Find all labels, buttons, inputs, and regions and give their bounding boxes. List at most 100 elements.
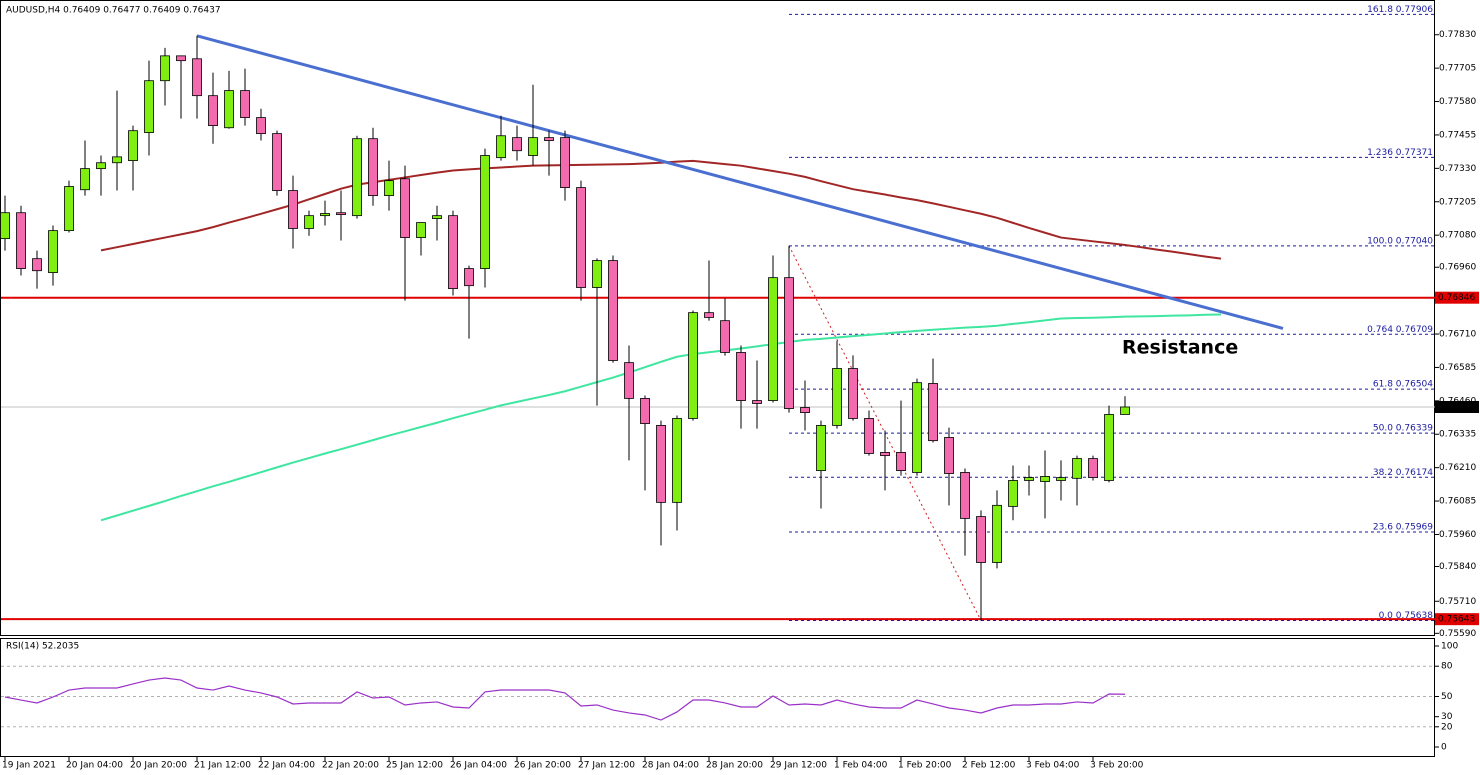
moving-average xyxy=(100,159,1222,260)
candle-body xyxy=(944,437,954,474)
price-label-box xyxy=(1435,400,1479,413)
x-tick-label: 28 Jan 04:00 xyxy=(642,761,699,771)
x-tick-label: 27 Jan 12:00 xyxy=(578,761,635,771)
candle-body xyxy=(672,418,682,503)
candle-body xyxy=(560,137,570,188)
candle-body xyxy=(912,382,922,473)
candle-body xyxy=(768,277,778,401)
candle-body xyxy=(256,117,266,135)
candle-body xyxy=(752,400,762,404)
candle-body xyxy=(384,180,394,197)
fib-label: 0.764 0.76709 xyxy=(1367,325,1433,335)
candle-body xyxy=(160,55,170,82)
rsi-line xyxy=(4,677,1126,721)
x-tick-label: 29 Jan 12:00 xyxy=(770,761,827,771)
candle-body xyxy=(784,277,794,409)
fib-label: 161.8 0.77906 xyxy=(1367,5,1433,15)
candle-body xyxy=(192,58,202,97)
fib-label: 23.6 0.75969 xyxy=(1373,523,1433,533)
x-tick-label: 22 Jan 04:00 xyxy=(258,761,315,771)
x-tick-label: 20 Jan 20:00 xyxy=(130,761,187,771)
candle-body xyxy=(80,168,90,191)
candle-body xyxy=(720,320,730,353)
y-tick-label: 0.77705 xyxy=(1439,64,1476,74)
candle-body xyxy=(96,162,106,170)
y-tick-label: 0.76210 xyxy=(1439,463,1476,473)
candle-body xyxy=(480,155,490,269)
fib-label: 100.0 0.77040 xyxy=(1367,236,1433,246)
x-tick-label: 2 Feb 12:00 xyxy=(962,761,1016,771)
moving-average xyxy=(100,313,1222,522)
x-tick-label: 20 Jan 04:00 xyxy=(66,761,123,771)
x-tick-label: 26 Jan 04:00 xyxy=(450,761,507,771)
fib-label: 38.2 0.76174 xyxy=(1373,468,1433,478)
x-tick-label: 3 Feb 20:00 xyxy=(1090,761,1144,771)
level-label: 0.76846 xyxy=(1438,293,1475,303)
y-tick-label: 0.76710 xyxy=(1439,330,1476,340)
x-tick-label: 1 Feb 04:00 xyxy=(834,761,888,771)
candle-body xyxy=(112,156,122,164)
y-tick-label: 0.75960 xyxy=(1439,530,1476,540)
y-tick-label: 0.77205 xyxy=(1439,197,1476,207)
candle-body xyxy=(544,137,554,141)
candle-body xyxy=(0,212,10,240)
x-tick-label: 3 Feb 04:00 xyxy=(1026,761,1080,771)
candle-body xyxy=(368,138,378,197)
price-label: 0.76437 xyxy=(1438,402,1475,412)
candle-body xyxy=(400,178,410,238)
candle-body xyxy=(816,425,826,471)
rsi-tick-label: 100 xyxy=(1441,642,1458,652)
candle-body xyxy=(736,352,746,401)
candle-body xyxy=(864,418,874,454)
candle-body xyxy=(960,472,970,519)
candle-body xyxy=(1088,458,1098,478)
y-tick-label: 0.76085 xyxy=(1439,497,1476,507)
candle-body xyxy=(48,230,58,273)
x-tick-label: 25 Jan 12:00 xyxy=(386,761,443,771)
fib-label: 50.0 0.76339 xyxy=(1373,424,1433,434)
rsi-tick-label: 50 xyxy=(1441,692,1453,702)
x-tick-label: 26 Jan 20:00 xyxy=(514,761,571,771)
y-tick-label: 0.77330 xyxy=(1439,164,1476,174)
annotation: Resistance xyxy=(1122,337,1238,359)
candle-body xyxy=(992,504,1002,563)
candle-body xyxy=(896,452,906,471)
rsi-panel xyxy=(0,638,1435,757)
candle-body xyxy=(656,425,666,503)
fib-label: 1.236 0.77371 xyxy=(1367,148,1433,158)
candle-body xyxy=(1072,458,1082,479)
candle-body xyxy=(144,80,154,133)
y-tick-label: 0.75840 xyxy=(1439,562,1476,572)
x-tick-label: 19 Jan 2021 xyxy=(2,761,56,771)
candle-body xyxy=(848,368,858,419)
candle-body xyxy=(448,215,458,290)
candle-body xyxy=(208,95,218,126)
candle-body xyxy=(32,258,42,272)
candle-body xyxy=(320,213,330,217)
candle-body xyxy=(1008,480,1018,507)
y-tick-label: 0.75710 xyxy=(1439,597,1476,607)
y-tick-label: 0.77455 xyxy=(1439,130,1476,140)
candle-body xyxy=(352,138,362,217)
candle-body xyxy=(176,55,186,62)
fib-label: 61.8 0.76504 xyxy=(1373,380,1433,390)
candle-body xyxy=(224,90,234,129)
candle-body xyxy=(1056,477,1066,481)
rsi-tick-label: 20 xyxy=(1441,722,1453,732)
candle-body xyxy=(304,215,314,229)
candle-body xyxy=(416,222,426,238)
candle-body xyxy=(1024,477,1034,481)
x-tick-label: 21 Jan 12:00 xyxy=(194,761,251,771)
x-tick-label: 22 Jan 20:00 xyxy=(322,761,379,771)
candle-body xyxy=(640,398,650,424)
candle-body xyxy=(800,407,810,413)
y-tick-label: 0.76585 xyxy=(1439,363,1476,373)
candle-body xyxy=(1120,406,1130,415)
candle-body xyxy=(704,312,714,318)
y-tick-label: 0.77830 xyxy=(1439,30,1476,40)
chart-title: AUDUSD,H4 0.76409 0.76477 0.76409 0.7643… xyxy=(6,6,221,16)
candle-body xyxy=(688,312,698,419)
candle-body xyxy=(528,137,538,156)
